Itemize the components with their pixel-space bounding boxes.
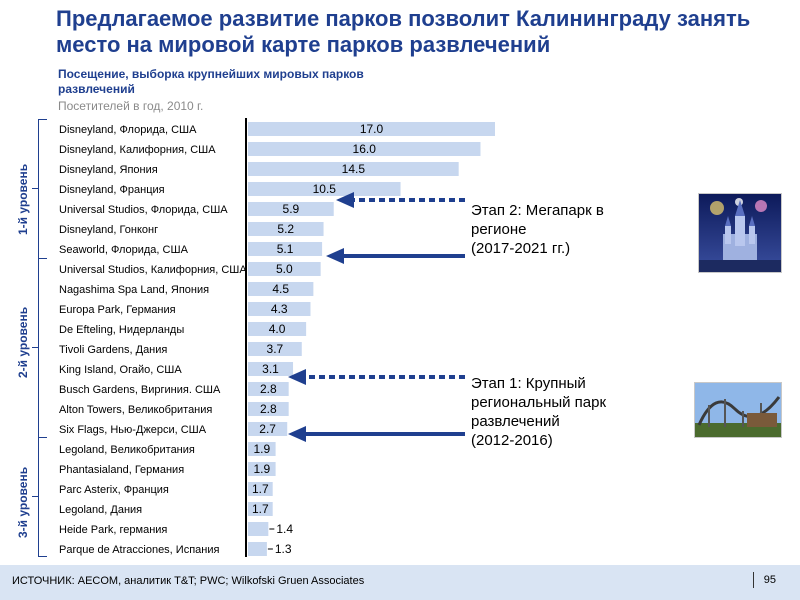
category-label: Disneyland, Калифорния, США (59, 144, 216, 156)
callout-stage-2-line-1: Этап 2: Мегапарк в (471, 202, 604, 219)
value-label: 5.2 (277, 222, 294, 236)
category-label: Six Flags, Нью-Джерси, США (59, 424, 207, 436)
category-label: Parque de Atracciones, Испания (59, 544, 219, 556)
bar (248, 122, 495, 136)
category-label: Tivoli Gardens, Дания (59, 344, 167, 356)
category-label: De Efteling, Нидерланды (59, 324, 184, 336)
bar (248, 162, 459, 176)
arrow-stage-2 (336, 192, 465, 208)
value-label: 1.7 (252, 482, 269, 496)
category-label: Disneyland, Флорида, США (59, 124, 197, 136)
category-label: Disneyland, Гонконг (59, 224, 158, 236)
category-label: Nagashima Spa Land, Япония (59, 284, 209, 296)
page-number: 95 (763, 574, 776, 586)
arrow-regional-park (288, 426, 465, 442)
bar (248, 482, 273, 496)
value-label: 2.8 (260, 382, 277, 396)
category-label: Phantasialand, Германия (59, 464, 184, 476)
tier-bracket-2-notch (32, 347, 38, 348)
bar (248, 302, 311, 316)
callout-stage-1-line-2: региональный парк (471, 394, 607, 411)
bar (248, 222, 324, 236)
bar (248, 142, 481, 156)
bar (248, 442, 276, 456)
bar (248, 522, 269, 536)
bar (248, 282, 314, 296)
callout-stage-1-line-3: развлечений (471, 413, 560, 430)
bar (248, 502, 273, 516)
category-label: Europa Park, Германия (59, 304, 176, 316)
value-label: 5.9 (283, 202, 300, 216)
category-label: Legoland, Дания (59, 504, 142, 516)
value-label: 1.4 (276, 522, 293, 536)
tier-bracket-3-notch (32, 496, 38, 497)
callout-stage-2: Этап 2: Мегапарк в регионе (2017-2021 гг… (471, 201, 604, 258)
category-label: King Island, Огайо, США (59, 364, 182, 376)
roller-coaster-photo (694, 382, 782, 438)
bar (248, 182, 401, 196)
chart-unit: Посетителей в год, 2010 г. (58, 99, 204, 113)
category-label: Alton Towers, Великобритания (59, 404, 212, 416)
value-label: 14.5 (342, 162, 366, 176)
value-label: 5.1 (277, 242, 294, 256)
category-label: Heide Park, германия (59, 524, 167, 536)
tier-bracket-1-notch (32, 188, 38, 189)
chart-title: Посещение, выборка крупнейших мировых па… (58, 67, 364, 96)
bar (248, 242, 323, 256)
category-label: Universal Studios, Калифорния, США (59, 264, 247, 276)
bar (248, 542, 267, 556)
value-label: 16.0 (353, 142, 377, 156)
value-label: 4.5 (272, 282, 289, 296)
value-label: 1.3 (275, 542, 292, 556)
category-label: Seaworld, Флорида, США (59, 244, 189, 256)
category-label: Disneyland, Япония (59, 164, 158, 176)
value-label: 1.9 (253, 462, 270, 476)
bar-chart: Disneyland, Флорида, США Disneyland, Кали… (59, 118, 495, 557)
value-label: 5.0 (276, 262, 293, 276)
slide-title: Предлагаемое развитие парков позволит Ка… (56, 6, 751, 57)
bar (248, 422, 288, 436)
arrow-stage-1 (288, 369, 465, 385)
value-label: 1.9 (253, 442, 270, 456)
source-note: ИСТОЧНИК: AECOM, аналитик T&T; PWC; Wilk… (12, 575, 365, 587)
callout-stage-2-line-3: (2017-2021 гг.) (471, 240, 571, 257)
castle-photo (698, 193, 782, 273)
value-label: 3.7 (267, 342, 284, 356)
footer-separator (753, 572, 754, 588)
category-label: Busch Gardens, Виргиния. США (59, 384, 221, 396)
category-label: Legoland, Великобритания (59, 444, 195, 456)
bar (248, 462, 276, 476)
callout-stage-2-line-2: регионе (471, 221, 527, 238)
bar (248, 382, 289, 396)
value-label: 2.7 (259, 422, 276, 436)
value-label: 4.0 (269, 322, 286, 336)
value-label: 17.0 (360, 122, 384, 136)
arrow-megapark (326, 248, 465, 264)
bar (248, 262, 321, 276)
category-label: Parc Asterix, Франция (59, 484, 169, 496)
bar (248, 362, 294, 376)
footer-bar: ИСТОЧНИК: AECOM, аналитик T&T; PWC; Wilk… (0, 565, 800, 600)
value-label: 4.3 (271, 302, 288, 316)
bar (248, 322, 307, 336)
value-label: 2.8 (260, 402, 277, 416)
category-label: Universal Studios, Флорида, США (59, 204, 228, 216)
value-label: 10.5 (313, 182, 337, 196)
bar (248, 202, 334, 216)
callout-stage-1-line-1: Этап 1: Крупный (471, 375, 586, 392)
callout-stage-1: Этап 1: Крупный региональный парк развле… (471, 374, 606, 450)
value-label: 3.1 (262, 362, 279, 376)
tier-bracket-3 (38, 437, 47, 557)
callout-stage-1-line-4: (2012-2016) (471, 432, 553, 449)
bar (248, 342, 302, 356)
value-label: 1.7 (252, 502, 269, 516)
bar (248, 402, 289, 416)
category-label: Disneyland, Франция (59, 184, 165, 196)
